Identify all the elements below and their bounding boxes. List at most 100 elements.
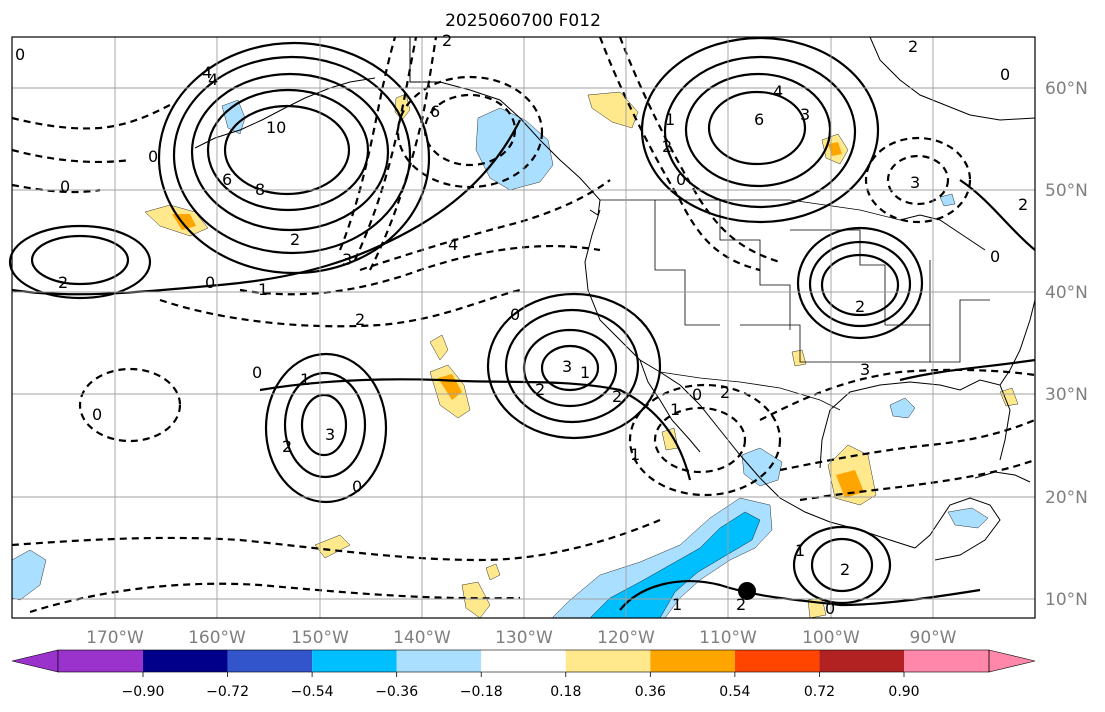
contour-label: 0 xyxy=(692,385,702,404)
coast-yucatan xyxy=(914,497,1001,561)
contour-neg-bc-1 xyxy=(598,36,761,272)
colorbar-ticks: −0.90 −0.72 −0.54 −0.36 −0.18 0.18 0.36 0.54 0.7… xyxy=(122,672,920,700)
colorbar-bin xyxy=(481,650,566,672)
contour-label: 6 xyxy=(754,110,764,129)
colorbar-tick-label: −0.90 xyxy=(122,684,165,700)
contour-label: 3 xyxy=(800,105,810,124)
contour-zero-main xyxy=(11,119,521,296)
contour-label: 2 xyxy=(1018,195,1028,214)
contour-low-westmex-1 xyxy=(653,406,747,474)
contour-label: 0 xyxy=(990,247,1000,266)
contour-high-greatplains-1 xyxy=(820,253,900,317)
contour-label: 8 xyxy=(255,180,265,199)
latitude-labels: 60°N 50°N 40°N 30°N 20°N 10°N xyxy=(1045,79,1088,610)
contour-neg-trop-2 xyxy=(29,582,521,614)
contour-label: 2 xyxy=(535,380,545,399)
lon-label: 130°W xyxy=(495,628,553,648)
coast-hudson xyxy=(869,36,1036,121)
shade-yellow-small2 xyxy=(485,563,501,581)
contour-high-subtrop-1 xyxy=(540,344,600,392)
lat-label: 50°N xyxy=(1045,181,1088,201)
contour-label: 6 xyxy=(222,170,232,189)
shade-blue-caribbean xyxy=(947,507,989,529)
contour-label: 2 xyxy=(662,137,672,156)
contour-label: 1 xyxy=(670,400,680,419)
contour-label: 0 xyxy=(352,477,362,496)
lat-label: 60°N xyxy=(1045,79,1088,99)
map-panel: 2 0 4 10 8 6 0 0 2 0 1 2 3 4 6 4 2 0 1 2… xyxy=(8,31,1036,619)
colorbar-tick-label: 0.72 xyxy=(804,684,835,700)
contour-neg-band-2 xyxy=(239,244,601,296)
contour-label: 4 xyxy=(448,235,458,254)
contour-neg-west-2 xyxy=(11,148,131,164)
contour-high-canada-2 xyxy=(684,72,832,188)
contour-neg-west-1 xyxy=(11,104,171,130)
shading-positive xyxy=(144,91,1019,619)
border-states-5 xyxy=(929,260,990,363)
border-states-4 xyxy=(740,324,930,363)
contour-high-alaska-3 xyxy=(190,72,390,232)
colorbar-tick-label: −0.54 xyxy=(291,684,334,700)
location-marker xyxy=(738,582,756,600)
colorbar: −0.90 −0.72 −0.54 −0.36 −0.18 0.18 0.36 0.54 0.7… xyxy=(11,649,1036,700)
contour-neg-gulf-2 xyxy=(779,418,1036,472)
contour-label: 0 xyxy=(15,45,25,64)
lat-label: 20°N xyxy=(1045,488,1088,508)
contour-label: 2 xyxy=(355,310,365,329)
lon-label: 160°W xyxy=(188,628,246,648)
colorbar-bin xyxy=(734,650,820,672)
contour-label: 0 xyxy=(825,599,835,618)
contour-low-westmex-2 xyxy=(628,383,782,497)
coast-baja xyxy=(639,359,701,453)
lon-label: 100°W xyxy=(802,628,860,648)
contour-label: 0 xyxy=(676,170,686,189)
lon-label: 140°W xyxy=(393,628,451,648)
contour-label: 0 xyxy=(92,405,102,424)
contour-high-west-2 xyxy=(8,224,152,300)
lon-label: 120°W xyxy=(597,628,655,648)
lat-label: 30°N xyxy=(1045,385,1088,405)
colorbar-frame xyxy=(57,649,990,673)
shading-negative xyxy=(11,99,989,619)
contour-high-west-1 xyxy=(30,234,130,286)
coast-westus xyxy=(584,209,681,386)
contour-labels: 2 0 4 10 8 6 0 0 2 0 1 2 3 4 6 4 2 0 1 2… xyxy=(15,31,1028,618)
contour-label: 4 xyxy=(202,63,212,82)
colorbar-tick-label: 0.36 xyxy=(635,684,666,700)
shade-blue-westmex xyxy=(741,447,783,487)
shade-deepsky-tropics xyxy=(589,511,761,619)
contour-high-central-1 xyxy=(300,393,348,457)
colorbar-tick-label: −0.18 xyxy=(460,684,503,700)
contour-label: 2 xyxy=(290,230,300,249)
map-title: 2025060700 F012 xyxy=(445,11,601,31)
colorbar-tick-label: 0.18 xyxy=(550,684,581,700)
coast-greatlakes xyxy=(899,214,986,251)
shade-yellow-tropsw xyxy=(314,534,351,559)
contour-label: 1 xyxy=(580,363,590,382)
contour-high-central-2 xyxy=(283,371,367,479)
contour-label: 0 xyxy=(510,305,520,324)
contour-label: 2 xyxy=(58,273,68,292)
shade-orange-hudson xyxy=(828,142,842,156)
contour-label: 3 xyxy=(562,357,572,376)
contour-neg-band-1 xyxy=(159,288,521,328)
contour-low-west-1 xyxy=(78,367,182,443)
colorbar-bins xyxy=(58,650,989,672)
colorbar-bin xyxy=(565,650,651,672)
contour-label: 1 xyxy=(795,541,805,560)
contour-neg-bc-2 xyxy=(618,36,781,264)
colorbar-bin xyxy=(904,650,989,672)
colorbar-under-triangle xyxy=(11,649,59,673)
contour-neg-gulf-1 xyxy=(759,368,1036,421)
coast-cuba xyxy=(974,471,1031,483)
contour-label: 1 xyxy=(630,445,640,464)
border-us-mexico xyxy=(659,371,841,411)
contour-label: 2 xyxy=(282,437,292,456)
colorbar-bin xyxy=(650,650,735,672)
contour-label: 3 xyxy=(325,425,335,444)
contour-high-canada-1 xyxy=(707,90,807,166)
contour-label: 1 xyxy=(672,595,682,614)
lon-label: 150°W xyxy=(291,628,349,648)
coast-alaska-aleutians xyxy=(194,77,376,149)
